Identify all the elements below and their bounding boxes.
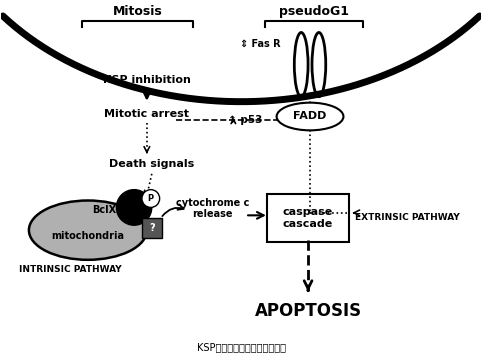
Text: ↑ p53: ↑ p53 [228, 115, 263, 126]
Text: KSP抑制剂诱导细胞死亡的原理: KSP抑制剂诱导细胞死亡的原理 [197, 342, 286, 352]
Text: INTRINSIC PATHWAY: INTRINSIC PATHWAY [19, 265, 122, 274]
Text: EXTRINSIC PATHWAY: EXTRINSIC PATHWAY [355, 213, 460, 222]
Text: Death signals: Death signals [109, 159, 194, 169]
Text: APOPTOSIS: APOPTOSIS [255, 302, 362, 320]
Text: mitochondria: mitochondria [51, 231, 124, 241]
FancyBboxPatch shape [142, 218, 162, 238]
Text: Mitotic arrest: Mitotic arrest [104, 109, 189, 119]
Ellipse shape [277, 103, 344, 130]
Text: ⇕ Fas R: ⇕ Fas R [240, 39, 281, 49]
Circle shape [117, 189, 152, 225]
FancyBboxPatch shape [267, 193, 349, 242]
Text: caspase
cascade: caspase cascade [283, 207, 333, 229]
Text: P: P [148, 194, 154, 203]
Text: BclXL: BclXL [92, 205, 123, 215]
Text: pseudoG1: pseudoG1 [279, 5, 349, 18]
Text: cytochrome c
release: cytochrome c release [176, 197, 249, 219]
Circle shape [142, 189, 160, 207]
Ellipse shape [29, 200, 147, 260]
Text: Mitosis: Mitosis [113, 5, 163, 18]
Text: ?: ? [149, 223, 155, 233]
Text: KSP inhibition: KSP inhibition [103, 75, 191, 85]
Text: FADD: FADD [293, 111, 327, 122]
